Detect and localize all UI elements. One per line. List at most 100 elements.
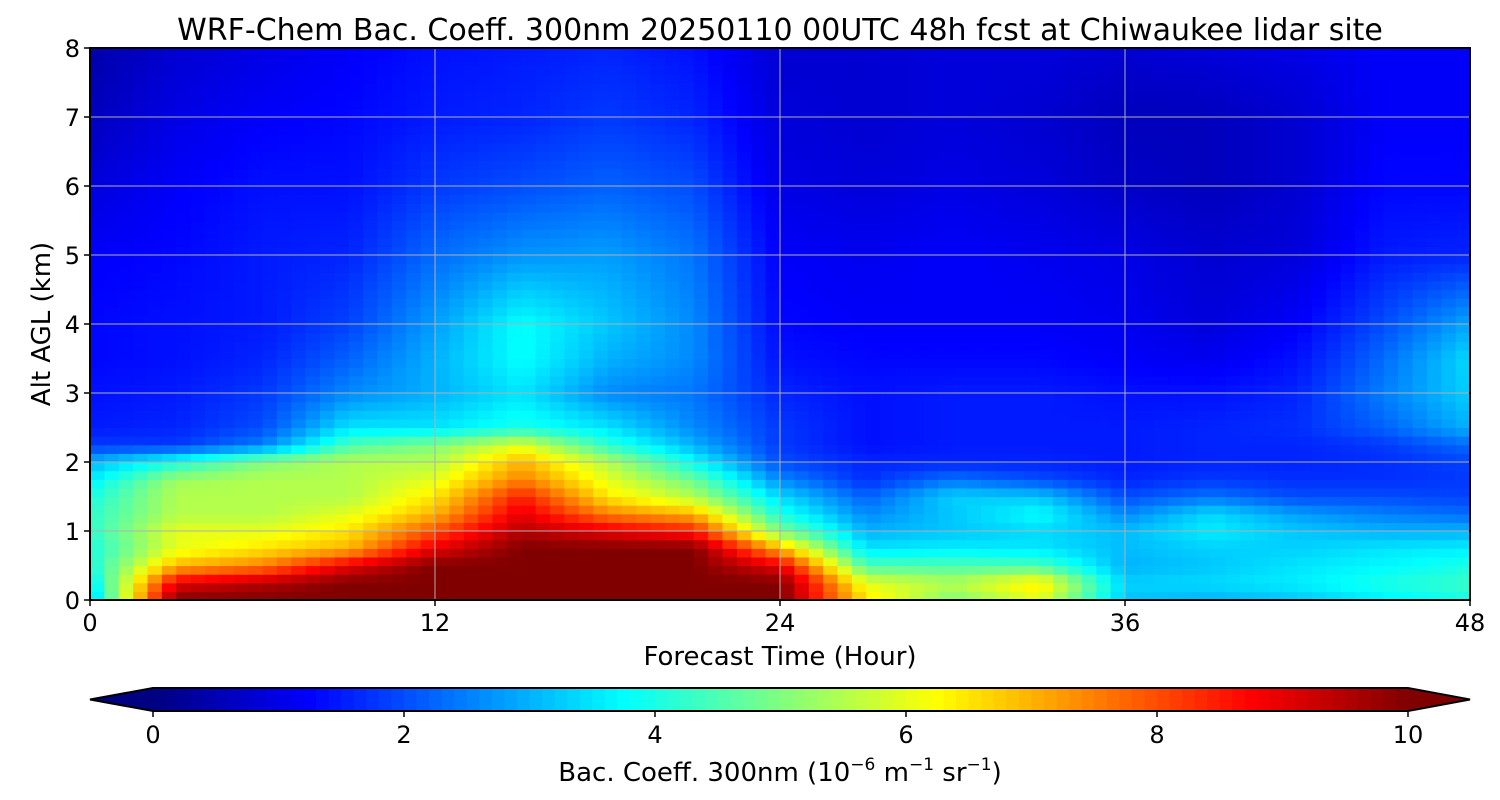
heatmap-cell [966,298,982,308]
heatmap-cell [765,332,781,342]
heatmap-cell [578,332,594,342]
heatmap-cell [679,272,695,282]
heatmap-cell [1326,324,1342,334]
heatmap-cell [665,349,680,360]
heatmap-cell [923,470,939,480]
heatmap-cell [1081,151,1097,161]
heatmap-cell [1355,332,1370,342]
heatmap-cell [133,349,149,360]
heatmap-cell [219,220,235,230]
heatmap-cell [1240,436,1255,446]
heatmap-cell [1254,211,1270,222]
heatmap-cell [794,272,810,282]
heatmap-cell [736,505,752,515]
heatmap-cell [794,479,810,489]
heatmap-cell [665,211,680,222]
heatmap-cell [1254,393,1270,403]
heatmap-cell [90,298,105,308]
heatmap-cell [1225,237,1241,247]
heatmap-cell [449,358,465,368]
heatmap-cell [219,272,235,282]
heatmap-cell [348,255,364,265]
heatmap-cell [1455,496,1470,506]
heatmap-cell [1139,229,1155,239]
heatmap-cell [233,263,249,273]
heatmap-cell [765,487,781,498]
heatmap-cell [780,367,795,377]
heatmap-cell [1355,246,1370,256]
heatmap-cell [1254,436,1270,446]
heatmap-cell [966,556,982,567]
heatmap-cell [478,246,494,256]
heatmap-cell [118,341,134,351]
heatmap-cell [665,272,680,282]
heatmap-cell [262,246,278,256]
heatmap-cell [550,203,565,213]
heatmap-cell [262,367,278,377]
heatmap-cell [1426,332,1442,342]
heatmap-cell [966,574,982,584]
heatmap-cell [880,496,896,506]
heatmap-cell [1153,418,1169,429]
heatmap-cell [952,194,968,204]
heatmap-cell [1225,177,1241,187]
heatmap-cell [1196,280,1212,291]
heatmap-cell [305,280,321,291]
heatmap-cell [320,375,335,385]
heatmap-cell [722,160,738,170]
heatmap-cell [391,255,407,265]
heatmap-cell [636,487,652,498]
heatmap-cell [1053,255,1069,265]
heatmap-cell [837,591,853,600]
heatmap-cell [679,470,695,480]
heatmap-cell [161,194,177,204]
heatmap-cell [1024,194,1040,204]
heatmap-cell [506,487,522,498]
heatmap-cell [1196,565,1212,575]
heatmap-cell [765,453,781,463]
heatmap-cell [736,556,752,567]
heatmap-cell [636,444,652,454]
heatmap-cell [161,341,177,351]
heatmap-cell [1340,522,1356,532]
heatmap-cell [1110,341,1126,351]
heatmap-cell [952,151,968,161]
heatmap-cell [880,229,896,239]
heatmap-cell [463,168,479,178]
heatmap-cell [348,358,364,368]
heatmap-cell [1153,462,1169,472]
heatmap-cell [205,531,220,541]
heatmap-cell [966,410,982,420]
heatmap-cell [1412,427,1428,437]
heatmap-cell [118,168,134,178]
heatmap-cell [219,462,235,472]
heatmap-cell [1297,151,1313,161]
heatmap-cell [1369,496,1385,506]
heatmap-cell [909,479,925,489]
heatmap-cell [147,427,163,437]
heatmap-cell [233,280,249,291]
heatmap-cell [693,470,709,480]
heatmap-cell [1096,160,1112,170]
heatmap-cell [1441,496,1457,506]
heatmap-cell [1369,444,1385,454]
heatmap-cell [1096,479,1112,489]
heatmap-cell [923,160,939,170]
heatmap-cell [1283,384,1299,394]
heatmap-cell [1355,522,1370,532]
heatmap-cell [104,410,120,420]
heatmap-cell [463,513,479,523]
heatmap-cell [1168,151,1184,161]
heatmap-cell [1426,186,1442,196]
heatmap-cell [1311,255,1327,265]
heatmap-cell [1383,444,1399,454]
heatmap-cell [895,306,910,316]
heatmap-cell [708,186,724,196]
heatmap-cell [320,436,335,446]
heatmap-cell [190,522,206,532]
heatmap-cell [535,289,551,299]
heatmap-cell [147,194,163,204]
heatmap-cell [1168,393,1184,403]
heatmap-cell [952,177,968,187]
heatmap-cell [1139,160,1155,170]
